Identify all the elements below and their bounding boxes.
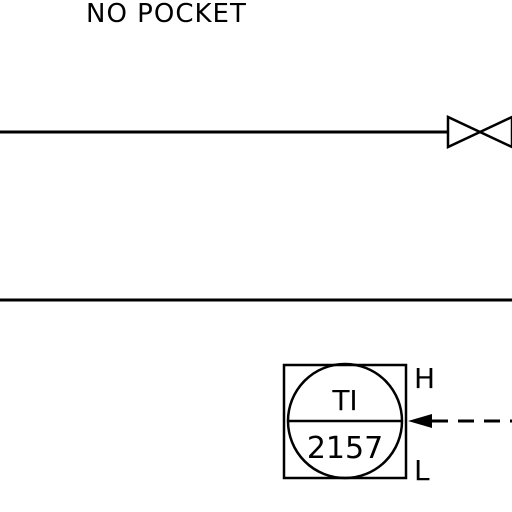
gate-valve-icon: [446, 115, 512, 149]
temperature-indicator-bubble[interactable]: TI 2157: [282, 362, 408, 480]
instrument-tag: TI: [331, 384, 357, 417]
alarm-low-label: L: [414, 454, 430, 487]
no-pocket-note: NO POCKET: [86, 0, 247, 29]
instrument-number: 2157: [307, 431, 383, 466]
signal-arrowhead-icon: [408, 414, 432, 428]
signal-line: [408, 414, 512, 428]
alarm-high-label: H: [414, 362, 435, 395]
